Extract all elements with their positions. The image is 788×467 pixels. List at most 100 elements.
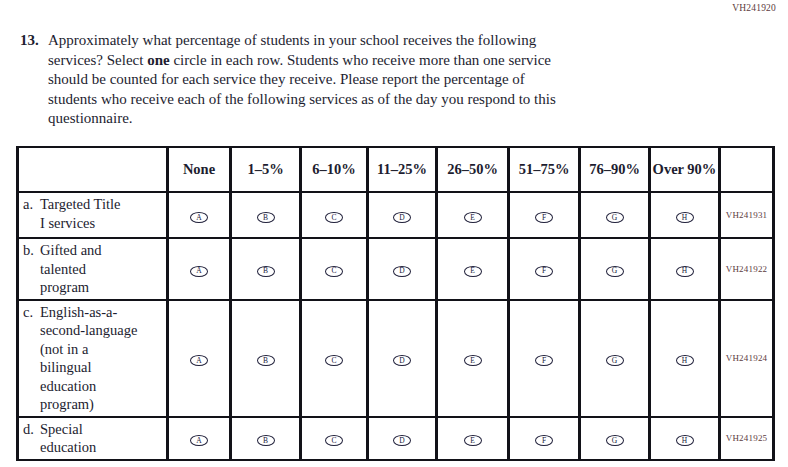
option-cell-d-f: F (509, 417, 580, 460)
answer-bubble-h[interactable]: H (676, 435, 694, 446)
row-label-cell-c: c.English-as-a- second-language (not in … (18, 300, 168, 417)
answer-bubble-c[interactable]: C (325, 212, 343, 223)
option-cell-b-b: B (231, 238, 301, 300)
header-cell-range-3: 11–25% (368, 147, 437, 192)
answer-bubble-g[interactable]: G (606, 355, 624, 366)
option-cell-b-f: F (509, 238, 580, 300)
answer-bubble-e[interactable]: E (464, 212, 482, 223)
option-cell-d-c: C (301, 417, 368, 460)
answer-bubble-b[interactable]: B (257, 266, 275, 277)
row-label-cell-d: d.Special education (18, 417, 168, 460)
answer-bubble-d[interactable]: D (393, 435, 411, 446)
row-label: c.English-as-a- second-language (not in … (19, 301, 166, 416)
option-cell-d-b: B (231, 417, 301, 460)
header-cell-range-0: None (168, 147, 231, 192)
row-letter: a. (23, 195, 40, 214)
table-row-b: b.Gifted and talented program A B C D E F G H VH2… (18, 238, 774, 300)
option-cell-d-e: E (437, 417, 509, 460)
option-cell-d-h: H (650, 417, 720, 460)
answer-bubble-c[interactable]: C (325, 355, 343, 366)
answer-bubble-b[interactable]: B (257, 355, 275, 366)
answer-bubble-c[interactable]: C (325, 435, 343, 446)
answer-bubble-f[interactable]: F (535, 435, 553, 446)
row-code-cell-c: VH241924 (720, 300, 774, 417)
option-cell-b-d: D (368, 238, 437, 300)
row-code-cell-b: VH241922 (720, 238, 774, 300)
row-label-cell-b: b.Gifted and talented program (18, 238, 168, 300)
row-code-cell-a: VH241931 (720, 192, 774, 238)
option-cell-b-e: E (437, 238, 509, 300)
option-cell-a-a: A (168, 192, 231, 238)
option-cell-a-c: C (301, 192, 368, 238)
option-cell-c-c: C (301, 300, 368, 417)
row-letter: c. (23, 303, 40, 322)
option-cell-c-g: G (580, 300, 650, 417)
answer-bubble-e[interactable]: E (464, 435, 482, 446)
row-label-text: Targeted Title I services (40, 195, 120, 232)
answer-bubble-b[interactable]: B (257, 212, 275, 223)
answer-bubble-a[interactable]: A (190, 435, 208, 446)
option-cell-c-f: F (509, 300, 580, 417)
option-cell-c-a: A (168, 300, 231, 417)
option-cell-c-h: H (650, 300, 720, 417)
header-cell-range-4: 26–50% (437, 147, 509, 192)
question-number: 13. (20, 31, 48, 51)
row-label: b.Gifted and talented program (19, 239, 166, 299)
answer-bubble-b[interactable]: B (257, 435, 275, 446)
row-letter: b. (23, 241, 40, 260)
table-header: None1–5%6–10%11–25%26–50%51–75%76–90%Ove… (18, 147, 774, 192)
answer-bubble-g[interactable]: G (606, 435, 624, 446)
header-cell-row-label (18, 147, 168, 192)
answer-bubble-c[interactable]: C (325, 266, 343, 277)
option-cell-d-g: G (580, 417, 650, 460)
row-label-text: Gifted and talented program (40, 241, 102, 297)
answer-bubble-e[interactable]: E (464, 355, 482, 366)
row-code-cell-d: VH241925 (720, 417, 774, 460)
header-row: None1–5%6–10%11–25%26–50%51–75%76–90%Ove… (18, 147, 774, 192)
answer-bubble-d[interactable]: D (393, 355, 411, 366)
option-cell-a-g: G (580, 192, 650, 238)
answer-bubble-f[interactable]: F (535, 212, 553, 223)
answer-bubble-a[interactable]: A (190, 355, 208, 366)
question-text: Approximately what percentage of student… (48, 31, 608, 129)
table-row-d: d.Special education A B C D E F G H VH241925 (18, 417, 774, 460)
row-label: d.Special education (19, 418, 166, 459)
answer-bubble-e[interactable]: E (464, 266, 482, 277)
header-cell-range-7: Over 90% (650, 147, 720, 192)
row-label-text: English-as-a- second-language (not in a … (40, 303, 137, 414)
row-label-text: Special education (40, 420, 96, 457)
answer-bubble-h[interactable]: H (676, 266, 694, 277)
answer-bubble-a[interactable]: A (190, 266, 208, 277)
option-cell-a-b: B (231, 192, 301, 238)
option-cell-d-d: D (368, 417, 437, 460)
option-cell-d-a: A (168, 417, 231, 460)
question-13: 13. Approximately what percentage of stu… (20, 31, 680, 129)
answer-bubble-h[interactable]: H (676, 212, 694, 223)
header-cell-code (720, 147, 774, 192)
answer-bubble-f[interactable]: F (535, 355, 553, 366)
table-body: a.Targeted Title I services A B C D E F G H VH241… (18, 192, 774, 460)
row-label: a.Targeted Title I services (19, 193, 166, 234)
answer-bubble-h[interactable]: H (676, 355, 694, 366)
answer-bubble-g[interactable]: G (606, 266, 624, 277)
option-cell-a-f: F (509, 192, 580, 238)
answer-bubble-a[interactable]: A (190, 212, 208, 223)
services-percentage-table: None1–5%6–10%11–25%26–50%51–75%76–90%Ove… (16, 146, 775, 461)
questionnaire-page: VH241920 13. Approximately what percenta… (0, 0, 788, 467)
option-cell-b-g: G (580, 238, 650, 300)
page-accession-code: VH241920 (732, 3, 776, 13)
row-letter: d. (23, 420, 40, 439)
table-row-c: c.English-as-a- second-language (not in … (18, 300, 774, 417)
option-cell-a-e: E (437, 192, 509, 238)
option-cell-c-e: E (437, 300, 509, 417)
option-cell-b-h: H (650, 238, 720, 300)
option-cell-b-a: A (168, 238, 231, 300)
row-label-cell-a: a.Targeted Title I services (18, 192, 168, 238)
table-row-a: a.Targeted Title I services A B C D E F G H VH241… (18, 192, 774, 238)
answer-bubble-d[interactable]: D (393, 266, 411, 277)
option-cell-c-b: B (231, 300, 301, 417)
answer-bubble-g[interactable]: G (606, 212, 624, 223)
answer-bubble-f[interactable]: F (535, 266, 553, 277)
answer-bubble-d[interactable]: D (393, 212, 411, 223)
option-cell-c-d: D (368, 300, 437, 417)
